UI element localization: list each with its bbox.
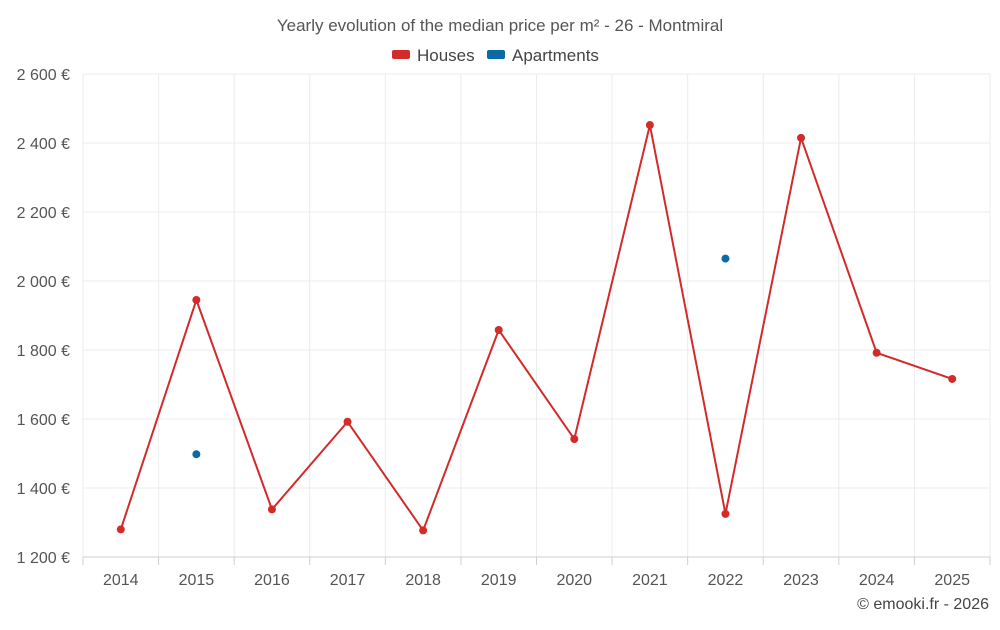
x-tick-label: 2025 — [934, 572, 970, 589]
x-tick-label: 2024 — [859, 572, 895, 589]
data-point-houses[interactable] — [419, 526, 428, 535]
x-tick-label: 2019 — [481, 572, 517, 589]
grid — [82, 73, 991, 558]
data-point-houses[interactable] — [343, 417, 352, 426]
x-tick-label: 2015 — [179, 572, 215, 589]
chart-title: Yearly evolution of the median price per… — [277, 16, 723, 35]
series-line-houses — [119, 124, 953, 532]
y-tick-label: 1 800 € — [17, 343, 70, 360]
x-axis: 2014 2015 2016 2017 2018 2019 2020 2021 2022 2023… — [82, 556, 991, 589]
series-layer — [116, 121, 957, 535]
legend-swatch — [487, 50, 505, 59]
legend-item-houses[interactable]: Houses — [392, 46, 475, 65]
data-point-apartments[interactable] — [192, 450, 201, 459]
y-tick-label: 2 000 € — [17, 274, 70, 291]
data-point-houses[interactable] — [494, 325, 503, 334]
x-tick-label: 2017 — [330, 572, 366, 589]
legend-label: Apartments — [512, 46, 599, 65]
y-tick-label: 2 200 € — [17, 205, 70, 222]
data-point-houses[interactable] — [797, 133, 806, 142]
y-tick-label: 2 400 € — [17, 136, 70, 153]
data-point-houses[interactable] — [721, 509, 730, 518]
credit-text: © emooki.fr - 2026 — [857, 596, 989, 613]
x-tick-label: 2022 — [708, 572, 744, 589]
x-tick-label: 2016 — [254, 572, 290, 589]
legend-swatch — [392, 50, 410, 59]
data-point-houses[interactable] — [267, 505, 276, 514]
data-point-houses[interactable] — [872, 348, 881, 357]
y-tick-label: 1 400 € — [17, 481, 70, 498]
data-point-houses[interactable] — [645, 121, 654, 130]
legend: Houses Apartments — [392, 46, 599, 65]
legend-item-apartments[interactable]: Apartments — [487, 46, 599, 65]
x-tick-label: 2018 — [405, 572, 441, 589]
x-tick-label: 2020 — [556, 572, 592, 589]
legend-label: Houses — [417, 46, 475, 65]
x-tick-label: 2014 — [103, 572, 139, 589]
x-tick-label: 2023 — [783, 572, 819, 589]
data-point-houses[interactable] — [192, 295, 201, 304]
data-point-apartments[interactable] — [721, 254, 730, 263]
data-point-houses[interactable] — [948, 374, 957, 383]
data-point-houses[interactable] — [116, 525, 125, 534]
data-point-houses[interactable] — [570, 435, 579, 444]
y-tick-label: 1 200 € — [17, 550, 70, 567]
y-tick-label: 1 600 € — [17, 412, 70, 429]
y-tick-label: 2 600 € — [17, 67, 70, 84]
y-axis: 1 200 € 1 400 € 1 600 € 1 800 € 2 000 € 2 200… — [17, 67, 70, 567]
x-tick-label: 2021 — [632, 572, 668, 589]
